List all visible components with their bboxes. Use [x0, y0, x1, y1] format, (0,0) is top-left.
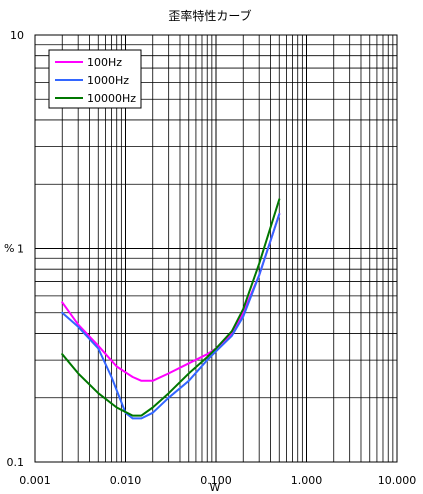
y-tick-label: 1	[17, 243, 24, 256]
x-tick-label: 10.000	[378, 474, 417, 487]
chart-title: 歪率特性カーブ	[168, 8, 251, 23]
legend-label: 1000Hz	[87, 74, 129, 87]
series-line-10000hz	[61, 198, 281, 417]
legend-label: 100Hz	[87, 56, 122, 69]
x-axis-label: W	[210, 481, 221, 494]
x-tick-label: 0.010	[110, 474, 142, 487]
x-tick-label: 1.000	[291, 474, 323, 487]
series-lines	[61, 198, 281, 420]
series-line-100hz	[61, 213, 281, 382]
plot-frame	[34, 34, 398, 463]
x-tick-labels: 0.001 0.010 0.100 1.000 10.000	[19, 474, 416, 487]
legend-label: 10000Hz	[87, 92, 136, 105]
y-tick-label: 10	[10, 29, 24, 42]
x-tick-label: 0.100	[200, 474, 232, 487]
x-tick-label: 0.001	[19, 474, 51, 487]
y-tick-labels: 0.1 1 10	[7, 29, 25, 469]
y-axis-label: %	[4, 242, 14, 255]
legend: 100Hz 1000Hz 10000Hz	[48, 49, 142, 109]
series-line-1000hz	[61, 213, 281, 420]
y-tick-label: 0.1	[7, 456, 25, 469]
